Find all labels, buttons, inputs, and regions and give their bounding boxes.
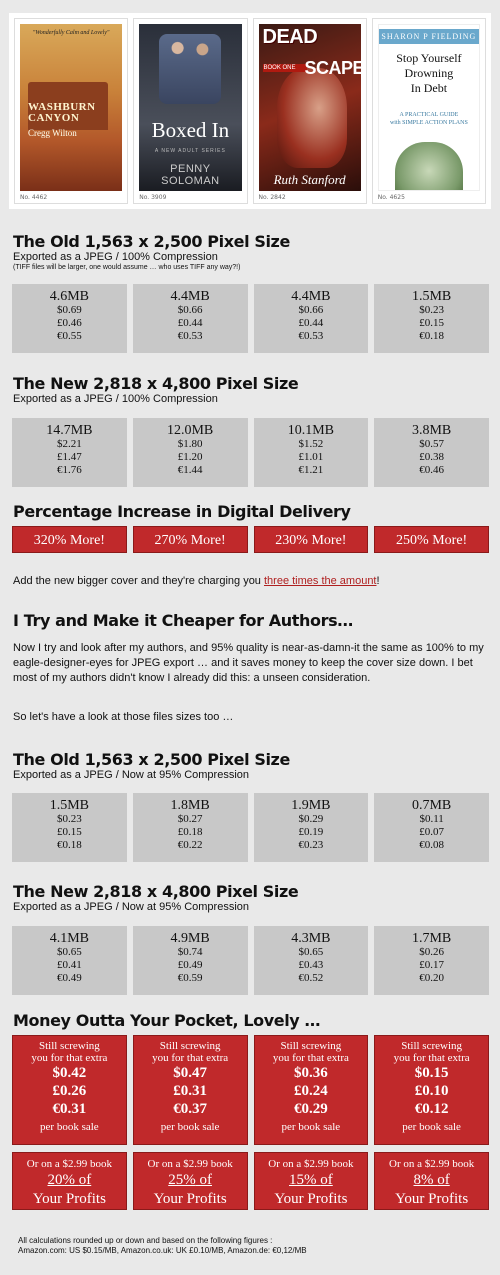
size-row-new-100: 14.7MB $2.21 £1.47 €1.76 12.0MB $1.80 £1.20 €1… <box>12 418 489 487</box>
percentage-box: 250% More! <box>374 526 489 553</box>
percentage-box: 270% More! <box>132 526 248 553</box>
size-box: 1.8MB $0.27 £0.18 €0.22 <box>132 793 248 862</box>
extra-cost-box: Still screwing you for that extra $0.15 £0.… <box>374 1035 489 1145</box>
percentage-box: 230% More! <box>253 526 369 553</box>
book-subtitle: A PRACTICAL GUIDE with SIMPLE ACTION PLAN… <box>389 112 468 126</box>
book-number: No. 4462 <box>20 194 48 201</box>
lets-look-paragraph: So let's have a look at those files size… <box>13 711 234 723</box>
book-author: Ruth Stanford <box>273 172 346 187</box>
book-card: SHARON P FIELDING Stop Yourself Drowning I… <box>371 18 486 204</box>
book-title: WASHBURN CANYON <box>28 101 96 124</box>
book-title-line1: DEAD <box>262 26 318 48</box>
book-cover-washburn-canyon: "Wonderfully Calm and Lovely" WASHBURN CA… <box>20 24 123 191</box>
section-subheading: Exported as a JPEG / 100% Compression <box>13 393 218 405</box>
size-box: 1.5MB $0.23 £0.15 €0.18 <box>374 284 489 353</box>
book-card: "Wonderfully Calm and Lovely" WASHBURN CA… <box>14 18 129 204</box>
section-subheading: Exported as a JPEG / Now at 95% Compress… <box>13 901 249 913</box>
size-box: 4.3MB $0.65 £0.43 €0.52 <box>253 926 369 995</box>
book-author: SHARON P FIELDING <box>378 29 479 44</box>
book-author: PENNY SOLOMAN <box>161 163 220 187</box>
extra-cost-box: Still screwing you for that extra $0.47 £0.… <box>132 1035 248 1145</box>
three-times-link[interactable]: three times the amount <box>263 575 377 587</box>
mesa-illustration <box>28 82 109 130</box>
extra-cost-box: Still screwing you for that extra $0.36 £0.… <box>253 1035 369 1145</box>
three-times-paragraph: Add the new bigger cover and they're cha… <box>13 575 380 587</box>
book-cover-stop-drowning: SHARON P FIELDING Stop Yourself Drowning I… <box>377 24 480 191</box>
profit-box: Or on a $2.99 book 25% of Your Profits <box>132 1152 248 1210</box>
size-box: 12.0MB $1.80 £1.20 €1.44 <box>132 418 248 487</box>
profit-row: Or on a $2.99 book 20% of Your Profits Or … <box>12 1152 489 1210</box>
size-box: 14.7MB $2.21 £1.47 €1.76 <box>12 418 127 487</box>
book-number: No. 2842 <box>258 194 286 201</box>
size-row-old-100: 4.6MB $0.69 £0.46 €0.55 4.4MB $0.66 £0.44 €0.5… <box>12 284 489 353</box>
book-number: No. 4625 <box>377 194 405 201</box>
book-cover-dead-scape: DEAD BOOK ONE SCAPE Ruth Stanford <box>258 24 361 191</box>
couple-illustration <box>159 34 222 104</box>
book-author: Cregg Wilton <box>28 128 77 138</box>
book-title: Boxed In <box>151 118 230 142</box>
book-card: DEAD BOOK ONE SCAPE Ruth Stanford No. 28… <box>252 18 367 204</box>
section-heading-money: Money Outta Your Pocket, Lovely … <box>13 1011 321 1030</box>
book-card: Boxed In A NEW ADULT SERIES PENNY SOLOMA… <box>133 18 248 204</box>
size-box: 4.4MB $0.66 £0.44 €0.53 <box>253 284 369 353</box>
book-series: BOOK ONE <box>262 64 307 72</box>
washington-banknote-illustration <box>394 142 463 190</box>
section-heading-old-100: The Old 1,563 x 2,500 Pixel Size <box>13 232 290 251</box>
section-subheading: Exported as a JPEG / Now at 95% Compress… <box>13 769 249 781</box>
size-box: 10.1MB $1.52 £1.01 €1.21 <box>253 418 369 487</box>
size-row-old-95: 1.5MB $0.23 £0.15 €0.18 1.8MB $0.27 £0.18 €0.2… <box>12 793 489 862</box>
extra-cost-box: Still screwing you for that extra $0.42 £0.… <box>12 1035 127 1145</box>
size-box: 4.9MB $0.74 £0.49 €0.59 <box>132 926 248 995</box>
profit-box: Or on a $2.99 book 8% of Your Profits <box>374 1152 489 1210</box>
percentage-box: 320% More! <box>12 526 127 553</box>
book-cover-boxed-in: Boxed In A NEW ADULT SERIES PENNY SOLOMA… <box>139 24 242 191</box>
section-heading-new-95: The New 2,818 x 4,800 Pixel Size <box>13 882 299 901</box>
book-tagline: "Wonderfully Calm and Lovely" <box>32 30 110 36</box>
size-box: 1.7MB $0.26 £0.17 €0.20 <box>374 926 489 995</box>
size-row-new-95: 4.1MB $0.65 £0.41 €0.49 4.9MB $0.74 £0.49 €0.5… <box>12 926 489 995</box>
profit-box: Or on a $2.99 book 15% of Your Profits <box>253 1152 369 1210</box>
book-covers-strip: "Wonderfully Calm and Lovely" WASHBURN CA… <box>9 13 491 209</box>
book-series: A NEW ADULT SERIES <box>154 148 226 154</box>
cheaper-paragraph: Now I try and look after my authors, and… <box>13 642 484 684</box>
size-box: 4.1MB $0.65 £0.41 €0.49 <box>12 926 127 995</box>
section-subheading: Exported as a JPEG / 100% Compression <box>13 251 218 263</box>
size-box: 1.9MB $0.29 £0.19 €0.23 <box>253 793 369 862</box>
section-heading-new-100: The New 2,818 x 4,800 Pixel Size <box>13 374 299 393</box>
extra-cost-row: Still screwing you for that extra $0.42 £0.… <box>12 1035 489 1145</box>
book-title: Stop Yourself Drowning In Debt <box>396 51 462 95</box>
size-box: 4.4MB $0.66 £0.44 €0.53 <box>132 284 248 353</box>
percentage-row: 320% More! 270% More! 230% More! 250% Mo… <box>12 526 489 553</box>
profit-box: Or on a $2.99 book 20% of Your Profits <box>12 1152 127 1210</box>
size-box: 3.8MB $0.57 £0.38 €0.46 <box>374 418 489 487</box>
section-heading-old-95: The Old 1,563 x 2,500 Pixel Size <box>13 750 290 769</box>
size-box: 4.6MB $0.69 £0.46 €0.55 <box>12 284 127 353</box>
size-box: 0.7MB $0.11 £0.07 €0.08 <box>374 793 489 862</box>
section-heading-cheaper: I Try and Make it Cheaper for Authors… <box>13 611 353 630</box>
book-title-line2: SCAPE <box>304 58 361 78</box>
footer-note: All calculations rounded up or down and … <box>18 1236 307 1255</box>
section-heading-percentage: Percentage Increase in Digital Delivery <box>13 502 351 521</box>
zombie-face-illustration <box>276 68 347 168</box>
size-box: 1.5MB $0.23 £0.15 €0.18 <box>12 793 127 862</box>
book-number: No. 3909 <box>139 194 167 201</box>
tiff-note: (TIFF files will be larger, one would as… <box>13 264 241 271</box>
